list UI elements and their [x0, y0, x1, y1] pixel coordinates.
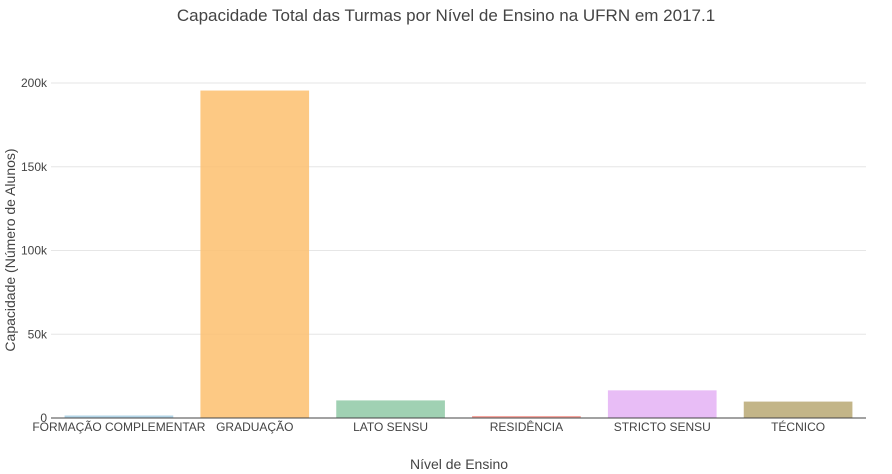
bar-1[interactable] [200, 91, 309, 418]
bar-2[interactable] [336, 400, 445, 418]
gridlines [51, 83, 866, 334]
x-tick-label: RESIDÊNCIA [490, 419, 563, 434]
y-axis-title: Capacidade (Número de Alunos) [2, 148, 18, 351]
x-tick-label: TÉCNICO [771, 419, 825, 434]
y-tick-label: 200k [21, 76, 48, 90]
bar-4[interactable] [608, 390, 717, 418]
x-tick-label: GRADUAÇÃO [216, 420, 293, 434]
y-tick-label: 50k [28, 327, 48, 341]
y-tick-label: 150k [21, 160, 48, 174]
x-axis-title: Nível de Ensino [410, 456, 508, 472]
bar-5[interactable] [744, 402, 853, 418]
x-tick-label: STRICTO SENSU [614, 420, 711, 434]
bars [65, 91, 853, 418]
y-tick-label: 100k [21, 244, 48, 258]
x-axis-ticks: FORMAÇÃO COMPLEMENTAR GRADUAÇÃO LATO SENSU… [32, 419, 825, 434]
x-tick-label: FORMAÇÃO COMPLEMENTAR [32, 420, 205, 434]
x-tick-label: LATO SENSU [353, 420, 428, 434]
